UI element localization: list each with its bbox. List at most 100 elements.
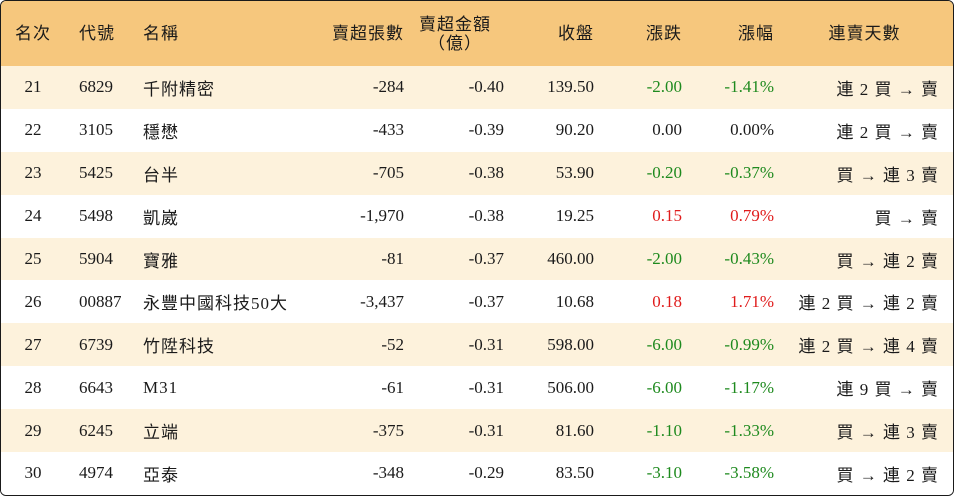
row-rank: 29 <box>24 420 42 440</box>
row-rank: 26 <box>24 291 42 311</box>
table-row[interactable]: 28 6643 M31 -61 -0.31 506.00 -6.00 -1.17% 連 9 買 … <box>1 366 953 410</box>
row-name: 台半 <box>143 165 179 185</box>
row-net-sell-volume: -61 <box>381 377 404 397</box>
row-change: -3.10 <box>646 463 682 483</box>
row-net-sell-volume: -705 <box>372 163 404 183</box>
table-row[interactable]: 24 5498 凱崴 -1,970 -0.38 19.25 0.15 0.79% 買 → 賣 <box>1 194 953 238</box>
header-net-sell-amount: 賣超金額 （億） <box>406 1 506 66</box>
row-name: M31 <box>143 377 179 397</box>
row-change-pct: -0.37% <box>724 163 774 183</box>
row-change: 0.00 <box>652 120 682 140</box>
row-code: 5904 <box>79 249 113 268</box>
row-close: 19.25 <box>555 206 594 226</box>
row-code: 5498 <box>79 206 113 226</box>
row-net-sell-amount: -0.37 <box>468 291 504 311</box>
header-net-sell-volume: 賣超張數 <box>332 24 404 43</box>
row-change: -1.10 <box>646 420 682 440</box>
row-change-pct: 1.71% <box>730 291 774 311</box>
row-name: 永豐中國科技50大 <box>143 294 288 314</box>
table-row[interactable]: 23 5425 台半 -705 -0.38 53.90 -0.20 -0.37% 買 → 連 3… <box>1 151 953 195</box>
row-close: 460.00 <box>547 249 594 268</box>
table-header-row: 名次 代號 名稱 賣超張數 賣超金額 （億） 收盤 漲跌 漲幅 連賣天數 <box>1 1 953 66</box>
header-name: 名稱 <box>143 24 179 43</box>
table-row[interactable]: 25 5904 寶雅 -81 -0.37 460.00 -2.00 -0.43% 買 → 連 2… <box>1 237 953 281</box>
row-streak: 連 2 買 → 連 2 賣 <box>798 294 939 314</box>
row-net-sell-amount: -0.38 <box>468 206 504 226</box>
row-net-sell-volume: -3,437 <box>360 291 404 311</box>
row-change: -0.20 <box>646 163 682 183</box>
row-code: 5425 <box>79 163 113 183</box>
row-change-pct: -3.58% <box>724 463 774 483</box>
row-change-pct: -1.41% <box>724 77 774 97</box>
row-net-sell-volume: -433 <box>372 120 404 140</box>
row-code: 6829 <box>79 77 113 97</box>
row-rank: 23 <box>24 163 42 183</box>
row-name: 立端 <box>143 423 179 443</box>
table-row[interactable]: 22 3105 穩懋 -433 -0.39 90.20 0.00 0.00% 連 2 買 → 賣 <box>1 108 953 152</box>
row-code: 6643 <box>79 377 113 397</box>
row-name: 穩懋 <box>143 122 179 142</box>
row-net-sell-amount: -0.31 <box>468 420 504 440</box>
row-change-pct: 0.79% <box>730 206 774 226</box>
row-change: 0.15 <box>652 206 682 226</box>
header-streak: 連賣天數 <box>828 24 901 43</box>
row-change: -6.00 <box>646 334 682 354</box>
row-rank: 30 <box>24 463 42 483</box>
row-change: -2.00 <box>646 77 682 97</box>
row-streak: 買 → 連 3 賣 <box>836 423 939 443</box>
row-net-sell-amount: -0.40 <box>468 77 504 97</box>
row-change-pct: 0.00% <box>730 120 774 140</box>
row-close: 10.68 <box>555 291 594 311</box>
row-net-sell-volume: -52 <box>381 334 404 354</box>
row-net-sell-amount: -0.39 <box>468 120 504 140</box>
row-code: 6245 <box>79 420 113 440</box>
row-net-sell-amount: -0.31 <box>468 377 504 397</box>
row-code: 4974 <box>79 463 113 483</box>
row-net-sell-amount: -0.31 <box>468 334 504 354</box>
row-net-sell-amount: -0.38 <box>468 163 504 183</box>
row-rank: 21 <box>24 77 42 97</box>
table-row[interactable]: 26 00887 永豐中國科技50大 -3,437 -0.37 10.68 0.18 1.71… <box>1 280 953 324</box>
row-streak: 買 → 連 2 賣 <box>836 251 939 271</box>
row-change-pct: -0.99% <box>724 334 774 354</box>
row-change: -6.00 <box>646 377 682 397</box>
row-name: 竹陞科技 <box>143 337 215 357</box>
row-close: 83.50 <box>555 463 594 483</box>
row-net-sell-volume: -1,970 <box>360 206 404 226</box>
row-streak: 連 9 買 → 賣 <box>836 380 939 400</box>
row-close: 90.20 <box>555 120 594 140</box>
row-rank: 28 <box>24 377 42 397</box>
table-row[interactable]: 27 6739 竹陞科技 -52 -0.31 598.00 -6.00 -0.99% 連 2 買… <box>1 323 953 367</box>
row-code: 3105 <box>79 120 113 140</box>
header-net-sell-amount-line2: （億） <box>428 33 482 53</box>
row-name: 千附精密 <box>143 79 215 99</box>
table-row[interactable]: 21 6829 千附精密 -284 -0.40 139.50 -2.00 -1.41% 連 2 … <box>1 66 953 109</box>
row-streak: 連 2 買 → 賣 <box>836 79 939 99</box>
row-streak: 連 2 買 → 賣 <box>836 122 939 142</box>
row-name: 亞泰 <box>143 465 179 485</box>
row-change: -2.00 <box>646 249 682 268</box>
header-code: 代號 <box>79 24 115 43</box>
row-name: 凱崴 <box>143 208 179 228</box>
row-rank: 22 <box>24 120 42 140</box>
row-streak: 買 → 賣 <box>874 208 939 228</box>
row-rank: 25 <box>24 249 42 268</box>
row-code: 00887 <box>79 291 122 311</box>
header-net-sell-amount-line1: 賣超金額 <box>419 14 491 34</box>
row-close: 81.60 <box>555 420 594 440</box>
table-row[interactable]: 29 6245 立端 -375 -0.31 81.60 -1.10 -1.33% 買 → 連 3… <box>1 409 953 453</box>
row-close: 598.00 <box>547 334 594 354</box>
row-streak: 買 → 連 3 賣 <box>836 165 939 185</box>
row-net-sell-volume: -348 <box>372 463 404 483</box>
row-change-pct: -1.33% <box>724 420 774 440</box>
row-net-sell-amount: -0.29 <box>468 463 504 483</box>
row-close: 139.50 <box>547 77 594 97</box>
row-net-sell-volume: -375 <box>372 420 404 440</box>
table-row[interactable]: 30 4974 亞泰 -348 -0.29 83.50 -3.10 -3.58% 買 → 連 2… <box>1 452 953 495</box>
row-close: 53.90 <box>555 163 594 183</box>
row-rank: 24 <box>24 206 42 226</box>
row-change-pct: -0.43% <box>724 249 774 268</box>
header-change: 漲跌 <box>646 24 682 43</box>
